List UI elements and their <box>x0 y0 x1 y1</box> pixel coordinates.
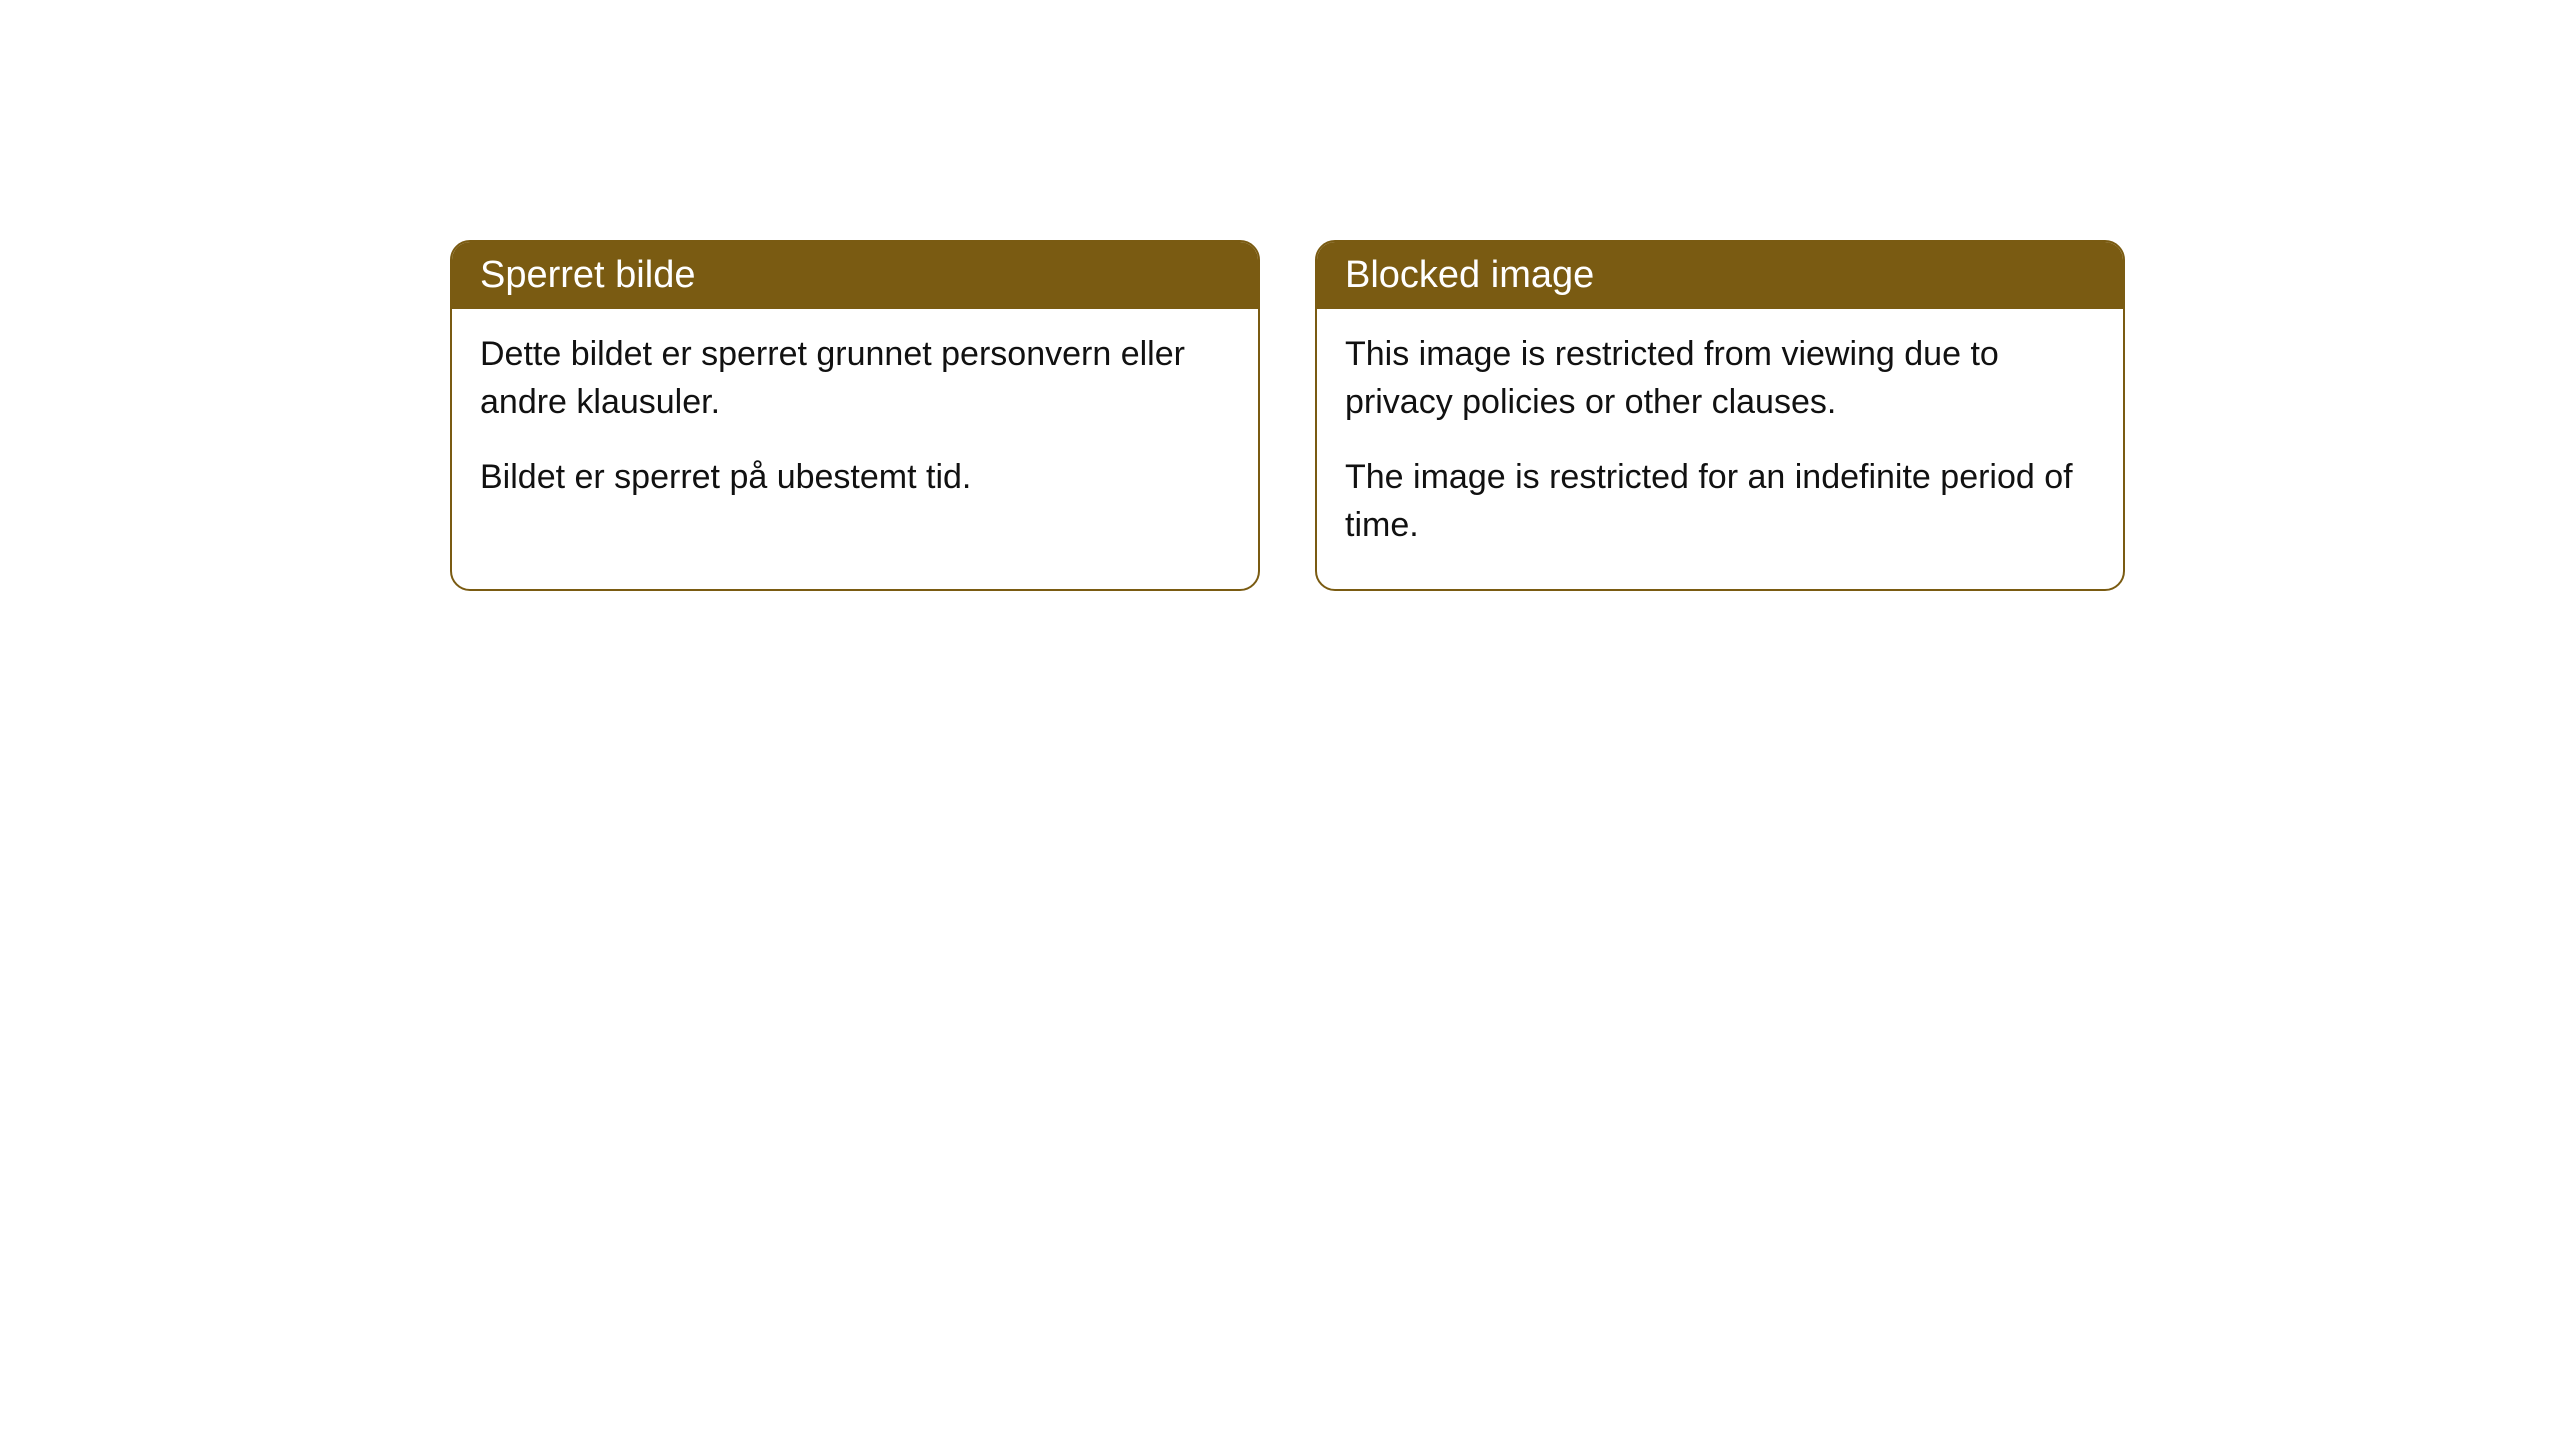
card-header-english: Blocked image <box>1317 242 2123 309</box>
blocked-image-card-english: Blocked image This image is restricted f… <box>1315 240 2125 591</box>
card-header-norwegian: Sperret bilde <box>452 242 1258 309</box>
card-title: Blocked image <box>1345 254 1594 296</box>
card-body-norwegian: Dette bildet er sperret grunnet personve… <box>452 309 1258 542</box>
card-paragraph-2: Bildet er sperret på ubestemt tid. <box>480 454 1230 502</box>
card-body-english: This image is restricted from viewing du… <box>1317 309 2123 589</box>
blocked-image-card-norwegian: Sperret bilde Dette bildet er sperret gr… <box>450 240 1260 591</box>
card-paragraph-1: This image is restricted from viewing du… <box>1345 331 2095 426</box>
card-title: Sperret bilde <box>480 254 695 296</box>
card-paragraph-2: The image is restricted for an indefinit… <box>1345 454 2095 549</box>
notice-cards-container: Sperret bilde Dette bildet er sperret gr… <box>0 0 2560 591</box>
card-paragraph-1: Dette bildet er sperret grunnet personve… <box>480 331 1230 426</box>
